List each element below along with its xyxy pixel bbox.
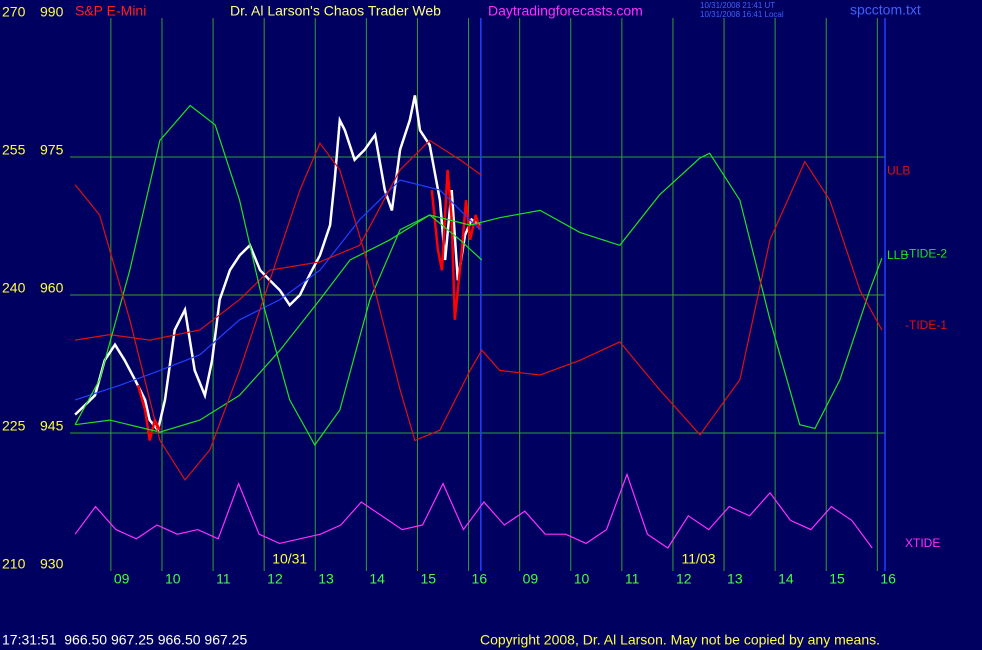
legend-label: -TIDE-1 xyxy=(905,318,947,332)
plot-area xyxy=(70,18,886,571)
price-line xyxy=(74,95,481,433)
x-tick-label: 14 xyxy=(778,571,794,587)
timestamp: 10/31/2008 21:41 UT xyxy=(700,1,775,10)
x-tick-label: 11 xyxy=(216,571,231,587)
x-tick-label: 16 xyxy=(472,571,488,587)
chart-title: S&P E-Mini xyxy=(75,3,146,19)
series-line xyxy=(74,472,873,549)
y2-tick-label: 240 xyxy=(2,280,26,296)
timestamp: 10/31/2008 16:41 Local xyxy=(700,10,784,19)
x-tick-label: 16 xyxy=(880,571,896,587)
y-tick-label: 945 xyxy=(40,418,64,434)
series-line xyxy=(75,214,483,433)
x-tick-label: 09 xyxy=(114,571,130,587)
status-line: 17:31:51 966.50 967.25 966.50 967.25 xyxy=(2,632,247,648)
x-tick-label: 13 xyxy=(727,571,743,587)
y2-tick-label: 270 xyxy=(2,4,26,20)
price-line xyxy=(74,179,481,401)
x-tick-label: 09 xyxy=(523,571,539,587)
x-tick-label: 10 xyxy=(165,571,181,587)
series-line xyxy=(74,104,883,447)
x-tick-label: 15 xyxy=(420,571,436,587)
y2-tick-label: 225 xyxy=(2,418,26,434)
copyright: Copyright 2008, Dr. Al Larson. May not b… xyxy=(480,632,880,648)
date-label: 11/03 xyxy=(681,551,715,567)
legend-label: -TIDE-2 xyxy=(905,246,947,260)
x-tick-label: 15 xyxy=(829,571,845,587)
y-tick-label: 990 xyxy=(40,4,64,20)
x-tick-label: 13 xyxy=(318,571,334,587)
legend-label: XTIDE xyxy=(905,536,940,550)
series-line xyxy=(74,142,883,481)
date-label: 10/31 xyxy=(272,551,307,567)
y2-tick-label: 210 xyxy=(2,556,26,572)
y-tick-label: 930 xyxy=(40,556,64,572)
legend-label: ULB xyxy=(887,164,910,178)
x-tick-label: 11 xyxy=(625,571,640,587)
heading: Dr. Al Larson's Chaos Trader Web xyxy=(230,3,441,19)
site: Daytradingforecasts.com xyxy=(488,3,643,19)
price-line xyxy=(136,169,482,441)
x-tick-label: 14 xyxy=(369,571,385,587)
file-name: spcctom.txt xyxy=(850,2,921,18)
x-tick-label: 12 xyxy=(267,571,283,587)
series-line xyxy=(75,139,483,341)
x-tick-label: 12 xyxy=(676,571,692,587)
y-tick-label: 975 xyxy=(40,142,64,158)
y-tick-label: 960 xyxy=(40,280,64,296)
x-tick-label: 10 xyxy=(574,571,590,587)
y2-tick-label: 255 xyxy=(2,142,26,158)
legend-label: LLB xyxy=(887,248,908,262)
